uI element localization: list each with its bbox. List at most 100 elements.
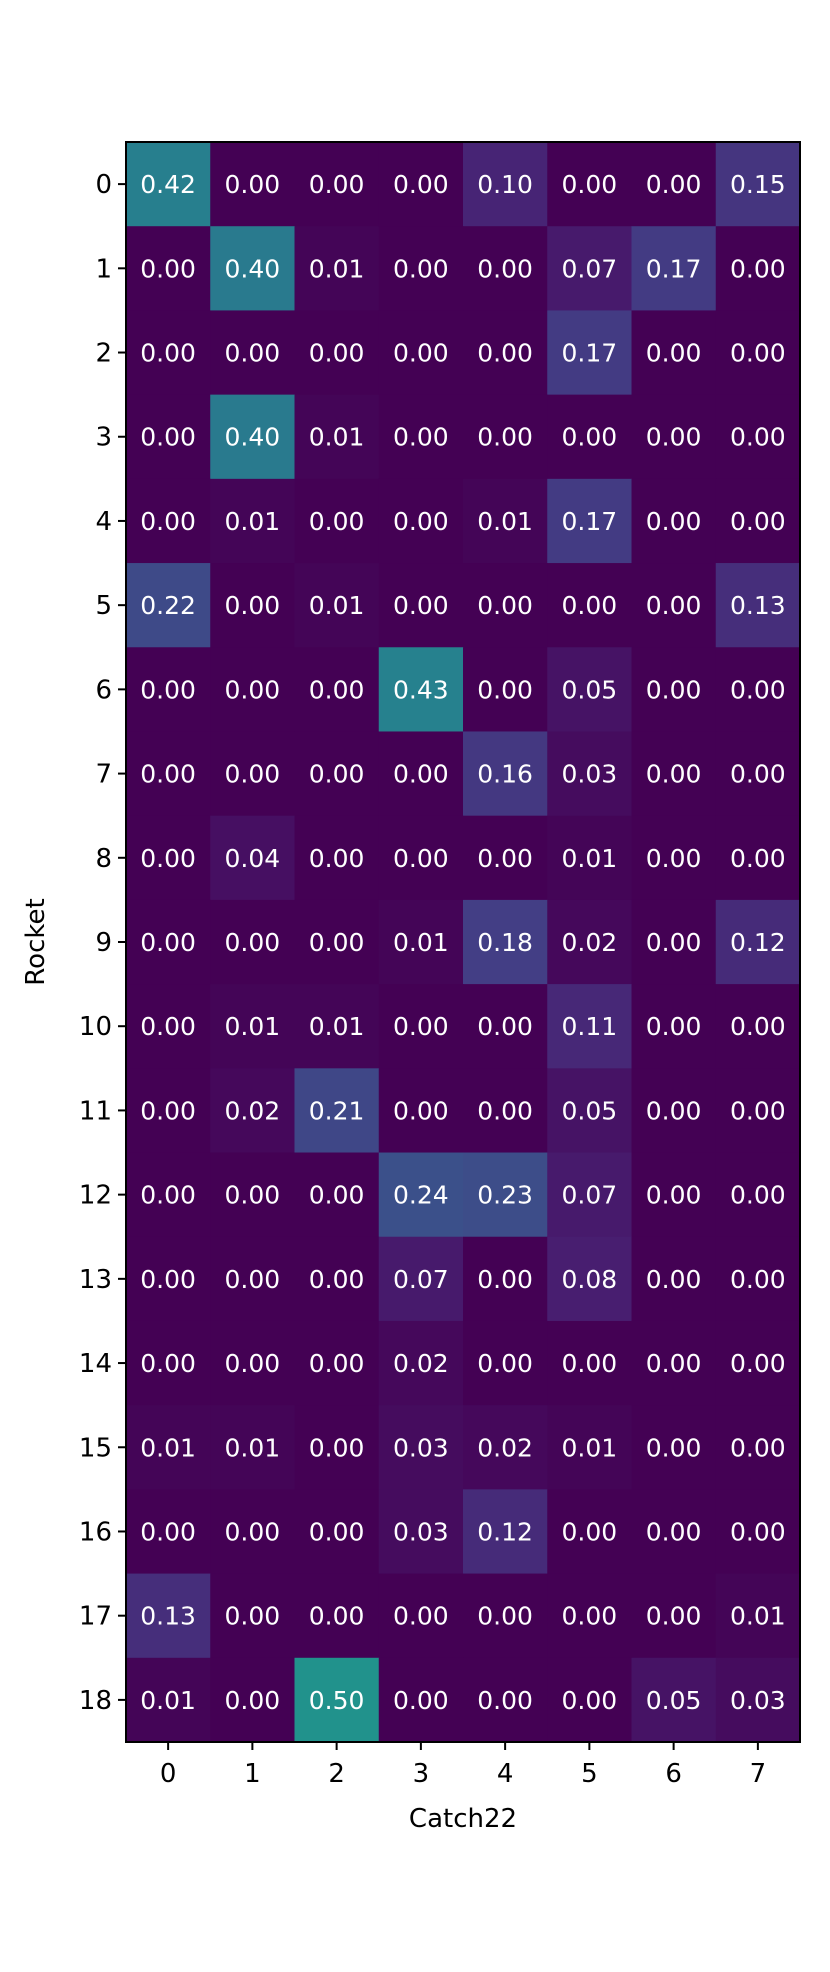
x-tick-label: 2 (328, 1759, 345, 1789)
cell-value-label: 0.00 (393, 170, 449, 199)
cell-value-label: 0.03 (730, 1686, 786, 1715)
cell-value-label: 0.00 (646, 170, 702, 199)
cell-value-label: 0.03 (393, 1517, 449, 1546)
cell-value-label: 0.00 (225, 928, 281, 957)
cell-value-label: 0.00 (393, 1686, 449, 1715)
heatmap-cell (631, 394, 717, 480)
heatmap-cell (126, 1236, 211, 1322)
cell-value-label: 0.00 (477, 844, 533, 873)
heatmap-cell (294, 394, 380, 480)
heatmap-cell (547, 815, 632, 901)
cell-value-label: 0.00 (309, 507, 365, 536)
heatmap-cell (378, 647, 464, 732)
heatmap-cell (631, 1657, 717, 1743)
heatmap-cell (126, 1573, 211, 1659)
heatmap-cell (126, 647, 211, 732)
heatmap-cell (715, 226, 801, 311)
cell-value-label: 0.01 (225, 1433, 281, 1462)
cell-value-label: 0.00 (140, 760, 196, 789)
heatmap-cell (631, 1068, 717, 1154)
cell-value-label: 0.03 (562, 760, 618, 789)
heatmap-value-labels: 0.42 0.00 0.00 0.00 0.10 0.00 0.00 0.15 0.00 0.40… (140, 170, 785, 1715)
heatmap-cell (463, 310, 548, 396)
cell-value-label: 0.00 (309, 1181, 365, 1210)
cell-value-label: 0.00 (562, 1517, 618, 1546)
heatmap-cell (547, 478, 632, 564)
x-tick-label: 7 (750, 1759, 767, 1789)
cell-value-label: 0.00 (730, 1517, 786, 1546)
cell-value-label: 0.00 (140, 844, 196, 873)
y-tick-label: 5 (95, 591, 112, 621)
heatmap-cell (294, 1489, 380, 1575)
heatmap-cell (378, 394, 464, 480)
cell-value-label: 0.00 (646, 339, 702, 368)
heatmap-cell (126, 1152, 211, 1238)
heatmap-cell (715, 815, 801, 901)
heatmap-cell (715, 1405, 801, 1490)
cell-value-label: 0.00 (730, 675, 786, 704)
heatmap-cell (463, 1236, 548, 1322)
cell-value-label: 0.10 (477, 170, 533, 199)
cell-value-label: 0.00 (730, 1349, 786, 1378)
y-tick-label: 17 (79, 1602, 112, 1632)
heatmap-cell (463, 563, 548, 648)
cell-value-label: 0.00 (140, 423, 196, 452)
heatmap-cell (378, 1236, 464, 1322)
cell-value-label: 0.00 (225, 591, 281, 620)
heatmap-cell (631, 1405, 717, 1490)
heatmap-cell (631, 226, 717, 311)
heatmap-cell (294, 226, 380, 311)
cell-value-label: 0.00 (140, 928, 196, 957)
cell-value-label: 0.03 (393, 1433, 449, 1462)
cell-value-label: 0.00 (140, 1349, 196, 1378)
heatmap-cell (126, 731, 211, 817)
heatmap-cell (463, 1320, 548, 1406)
cell-value-label: 0.00 (646, 1349, 702, 1378)
heatmap-cell (463, 1657, 548, 1743)
cell-value-label: 0.00 (730, 1433, 786, 1462)
heatmap-cell (378, 899, 464, 985)
cell-value-label: 0.01 (225, 1012, 281, 1041)
cell-value-label: 0.00 (646, 1012, 702, 1041)
heatmap-cell (715, 984, 801, 1069)
y-tick-label: 3 (95, 423, 112, 453)
heatmap-cell (126, 142, 211, 227)
heatmap-cell (210, 899, 295, 985)
heatmap-cell (126, 563, 211, 648)
cell-value-label: 0.00 (393, 844, 449, 873)
cell-value-label: 0.00 (477, 1602, 533, 1631)
heatmap-cell (463, 478, 548, 564)
cell-value-label: 0.00 (140, 1517, 196, 1546)
cell-value-label: 0.00 (225, 675, 281, 704)
heatmap-cell (631, 984, 717, 1069)
y-tick-label: 12 (79, 1181, 112, 1211)
cell-value-label: 0.13 (140, 1602, 196, 1631)
heatmap-cell (631, 563, 717, 648)
y-tick-label: 2 (95, 339, 112, 369)
heatmap-cell (126, 1320, 211, 1406)
heatmap-cell (294, 899, 380, 985)
cell-value-label: 0.00 (309, 1349, 365, 1378)
cell-value-label: 0.13 (730, 591, 786, 620)
heatmap-cell (210, 731, 295, 817)
heatmap-cell (715, 394, 801, 480)
heatmap-cell (378, 1657, 464, 1743)
heatmap-cell (378, 1489, 464, 1575)
cell-value-label: 0.00 (309, 844, 365, 873)
x-tick-label: 6 (665, 1759, 682, 1789)
cell-value-label: 0.50 (309, 1686, 365, 1715)
heatmap-cell (715, 310, 801, 396)
x-tick-label: 4 (497, 1759, 514, 1789)
cell-value-label: 0.00 (646, 675, 702, 704)
heatmap-cell (210, 226, 295, 311)
x-tick-label: 5 (581, 1759, 598, 1789)
cell-value-label: 0.00 (225, 1265, 281, 1294)
heatmap-cell (547, 647, 632, 732)
cell-value-label: 0.00 (140, 1096, 196, 1125)
cell-value-label: 0.00 (646, 1096, 702, 1125)
heatmap-cell (294, 142, 380, 227)
cell-value-label: 0.00 (309, 675, 365, 704)
y-tick-label: 4 (95, 507, 112, 537)
heatmap-cell (547, 1573, 632, 1659)
